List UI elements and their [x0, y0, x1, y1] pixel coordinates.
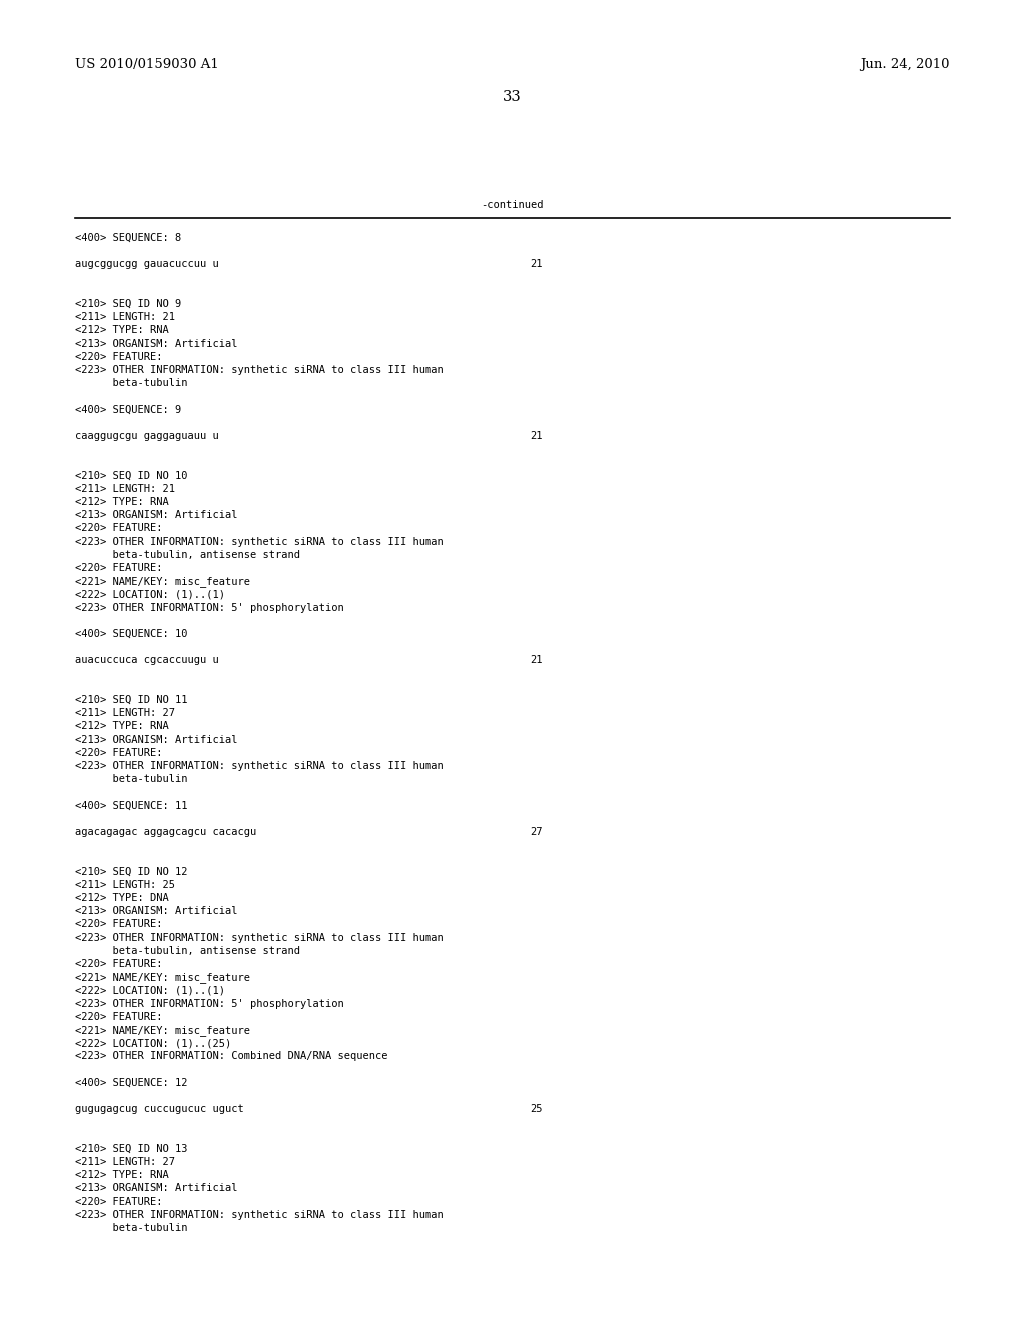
Text: <221> NAME/KEY: misc_feature: <221> NAME/KEY: misc_feature [75, 1026, 250, 1036]
Text: <211> LENGTH: 21: <211> LENGTH: 21 [75, 484, 175, 494]
Text: <223> OTHER INFORMATION: synthetic siRNA to class III human: <223> OTHER INFORMATION: synthetic siRNA… [75, 537, 443, 546]
Text: <211> LENGTH: 25: <211> LENGTH: 25 [75, 880, 175, 890]
Text: <211> LENGTH: 27: <211> LENGTH: 27 [75, 709, 175, 718]
Text: <220> FEATURE:: <220> FEATURE: [75, 524, 163, 533]
Text: <223> OTHER INFORMATION: 5' phosphorylation: <223> OTHER INFORMATION: 5' phosphorylat… [75, 603, 344, 612]
Text: <222> LOCATION: (1)..(1): <222> LOCATION: (1)..(1) [75, 986, 225, 995]
Text: <220> FEATURE:: <220> FEATURE: [75, 564, 163, 573]
Text: <220> FEATURE:: <220> FEATURE: [75, 352, 163, 362]
Text: <210> SEQ ID NO 10: <210> SEQ ID NO 10 [75, 471, 187, 480]
Text: augcggucgg gauacuccuu u: augcggucgg gauacuccuu u [75, 260, 219, 269]
Text: 21: 21 [530, 432, 543, 441]
Text: <220> FEATURE:: <220> FEATURE: [75, 1197, 163, 1206]
Text: <400> SEQUENCE: 11: <400> SEQUENCE: 11 [75, 801, 187, 810]
Text: Jun. 24, 2010: Jun. 24, 2010 [860, 58, 950, 71]
Text: beta-tubulin: beta-tubulin [75, 379, 187, 388]
Text: gugugagcug cuccugucuc uguct: gugugagcug cuccugucuc uguct [75, 1105, 244, 1114]
Text: <212> TYPE: RNA: <212> TYPE: RNA [75, 722, 169, 731]
Text: 27: 27 [530, 828, 543, 837]
Text: agacagagac aggagcagcu cacacgu: agacagagac aggagcagcu cacacgu [75, 828, 256, 837]
Text: beta-tubulin, antisense strand: beta-tubulin, antisense strand [75, 946, 300, 956]
Text: <220> FEATURE:: <220> FEATURE: [75, 1012, 163, 1022]
Text: <400> SEQUENCE: 10: <400> SEQUENCE: 10 [75, 630, 187, 639]
Text: <210> SEQ ID NO 12: <210> SEQ ID NO 12 [75, 867, 187, 876]
Text: <212> TYPE: DNA: <212> TYPE: DNA [75, 894, 169, 903]
Text: <211> LENGTH: 21: <211> LENGTH: 21 [75, 313, 175, 322]
Text: <221> NAME/KEY: misc_feature: <221> NAME/KEY: misc_feature [75, 973, 250, 983]
Text: beta-tubulin: beta-tubulin [75, 775, 187, 784]
Text: <220> FEATURE:: <220> FEATURE: [75, 748, 163, 758]
Text: <223> OTHER INFORMATION: synthetic siRNA to class III human: <223> OTHER INFORMATION: synthetic siRNA… [75, 1210, 443, 1220]
Text: auacuccuca cgcaccuugu u: auacuccuca cgcaccuugu u [75, 656, 219, 665]
Text: 21: 21 [530, 656, 543, 665]
Text: <213> ORGANISM: Artificial: <213> ORGANISM: Artificial [75, 511, 238, 520]
Text: beta-tubulin: beta-tubulin [75, 1224, 187, 1233]
Text: 25: 25 [530, 1105, 543, 1114]
Text: <400> SEQUENCE: 9: <400> SEQUENCE: 9 [75, 405, 181, 414]
Text: <212> TYPE: RNA: <212> TYPE: RNA [75, 1171, 169, 1180]
Text: <223> OTHER INFORMATION: synthetic siRNA to class III human: <223> OTHER INFORMATION: synthetic siRNA… [75, 933, 443, 942]
Text: 33: 33 [503, 90, 521, 104]
Text: <212> TYPE: RNA: <212> TYPE: RNA [75, 326, 169, 335]
Text: <213> ORGANISM: Artificial: <213> ORGANISM: Artificial [75, 339, 238, 348]
Text: <210> SEQ ID NO 13: <210> SEQ ID NO 13 [75, 1144, 187, 1154]
Text: <213> ORGANISM: Artificial: <213> ORGANISM: Artificial [75, 1184, 238, 1193]
Text: beta-tubulin, antisense strand: beta-tubulin, antisense strand [75, 550, 300, 560]
Text: <222> LOCATION: (1)..(1): <222> LOCATION: (1)..(1) [75, 590, 225, 599]
Text: <223> OTHER INFORMATION: synthetic siRNA to class III human: <223> OTHER INFORMATION: synthetic siRNA… [75, 366, 443, 375]
Text: <213> ORGANISM: Artificial: <213> ORGANISM: Artificial [75, 907, 238, 916]
Text: US 2010/0159030 A1: US 2010/0159030 A1 [75, 58, 219, 71]
Text: <222> LOCATION: (1)..(25): <222> LOCATION: (1)..(25) [75, 1039, 231, 1048]
Text: <400> SEQUENCE: 8: <400> SEQUENCE: 8 [75, 234, 181, 243]
Text: <213> ORGANISM: Artificial: <213> ORGANISM: Artificial [75, 735, 238, 744]
Text: <210> SEQ ID NO 11: <210> SEQ ID NO 11 [75, 696, 187, 705]
Text: 21: 21 [530, 260, 543, 269]
Text: <211> LENGTH: 27: <211> LENGTH: 27 [75, 1158, 175, 1167]
Text: <221> NAME/KEY: misc_feature: <221> NAME/KEY: misc_feature [75, 577, 250, 587]
Text: <210> SEQ ID NO 9: <210> SEQ ID NO 9 [75, 300, 181, 309]
Text: caaggugcgu gaggaguauu u: caaggugcgu gaggaguauu u [75, 432, 219, 441]
Text: <223> OTHER INFORMATION: synthetic siRNA to class III human: <223> OTHER INFORMATION: synthetic siRNA… [75, 762, 443, 771]
Text: <212> TYPE: RNA: <212> TYPE: RNA [75, 498, 169, 507]
Text: -continued: -continued [480, 201, 544, 210]
Text: <220> FEATURE:: <220> FEATURE: [75, 920, 163, 929]
Text: <223> OTHER INFORMATION: 5' phosphorylation: <223> OTHER INFORMATION: 5' phosphorylat… [75, 999, 344, 1008]
Text: <220> FEATURE:: <220> FEATURE: [75, 960, 163, 969]
Text: <400> SEQUENCE: 12: <400> SEQUENCE: 12 [75, 1078, 187, 1088]
Text: <223> OTHER INFORMATION: Combined DNA/RNA sequence: <223> OTHER INFORMATION: Combined DNA/RN… [75, 1052, 387, 1061]
